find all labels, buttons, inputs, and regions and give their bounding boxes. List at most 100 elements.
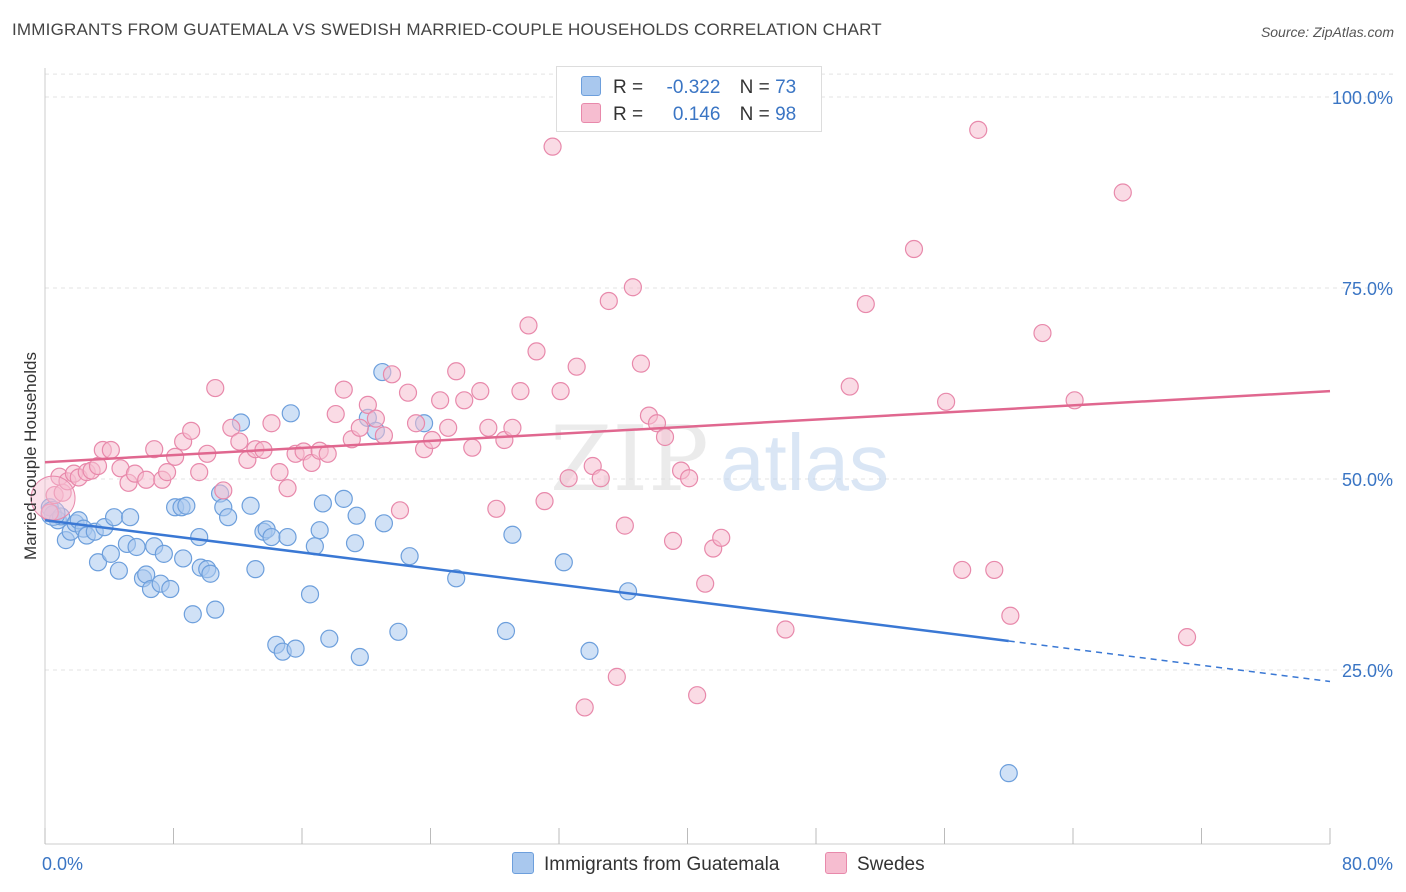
legend-label: Immigrants from Guatemala	[544, 854, 780, 875]
point-swedes	[270, 463, 289, 482]
point-guatemala	[161, 579, 180, 599]
point-swedes	[615, 516, 634, 535]
point-guatemala	[219, 508, 238, 527]
point-guatemala	[88, 553, 108, 572]
point-swedes	[519, 316, 538, 335]
tick-labels: 0.0% 80.0% 25.0% 50.0% 75.0% 100.0%	[42, 88, 1393, 874]
legend-swatch-pink	[581, 103, 601, 123]
point-guatemala	[320, 629, 339, 648]
x-tick-label: 0.0%	[42, 854, 83, 874]
y-tick-label: 50.0%	[1342, 470, 1393, 490]
point-swedes	[1177, 628, 1197, 647]
trend-line-swedes	[44, 389, 1331, 464]
point-swedes	[712, 528, 731, 547]
legend-row-guatemala: R = -0.322 N = 73	[581, 76, 796, 99]
point-swedes	[190, 463, 209, 482]
point-swedes	[278, 479, 297, 498]
point-swedes	[358, 395, 377, 414]
point-guatemala	[310, 521, 329, 540]
legend-r-label: R =	[613, 104, 644, 125]
point-swedes	[567, 357, 586, 376]
point-swedes	[551, 382, 570, 401]
y-tick-label: 25.0%	[1342, 661, 1393, 681]
x-tick-label: 80.0%	[1342, 854, 1393, 874]
point-guatemala	[554, 553, 573, 572]
point-swedes	[688, 686, 707, 705]
point-guatemala	[278, 527, 297, 547]
gridlines	[45, 73, 1395, 671]
point-swedes	[1033, 323, 1052, 343]
legend-swatch-pink	[825, 852, 847, 874]
legend-r-value: 0.146	[672, 104, 721, 125]
point-guatemala	[104, 508, 124, 527]
point-swedes	[1001, 606, 1020, 625]
point-swedes	[663, 531, 683, 550]
point-swedes	[655, 427, 675, 447]
legend-item-swedes[interactable]: Swedes	[825, 852, 925, 876]
legend-swatch-blue	[581, 76, 601, 96]
watermark-atlas: atlas	[720, 418, 889, 507]
point-swedes	[326, 404, 345, 424]
point-swedes	[575, 698, 594, 717]
point-swedes	[487, 499, 506, 518]
point-swedes	[157, 463, 177, 482]
point-swedes	[680, 469, 699, 488]
point-guatemala	[177, 496, 196, 515]
legend-item-guatemala[interactable]: Immigrants from Guatemala	[512, 852, 779, 876]
point-swedes	[840, 377, 859, 396]
point-swedes	[953, 560, 972, 580]
point-guatemala	[345, 534, 365, 553]
legend-r-label: R =	[613, 77, 644, 98]
point-swedes	[599, 291, 618, 311]
trend-lines	[44, 389, 1331, 683]
point-swedes	[374, 426, 394, 445]
legend-n-label: N =	[739, 77, 770, 98]
point-swedes	[623, 278, 642, 297]
point-guatemala	[300, 585, 320, 604]
point-swedes	[447, 362, 466, 381]
source-credit: Source: ZipAtlas.com	[1260, 24, 1394, 40]
point-guatemala	[127, 537, 146, 557]
point-guatemala	[389, 622, 408, 641]
watermark: ZIP atlas	[550, 407, 889, 512]
point-guatemala	[281, 404, 300, 423]
point-swedes	[511, 382, 530, 401]
legend-label: Swedes	[857, 854, 925, 875]
point-swedes	[463, 438, 482, 457]
y-tick-label: 75.0%	[1342, 279, 1393, 299]
point-swedes	[439, 418, 458, 437]
y-axis-label: Married-couple Households	[21, 352, 40, 560]
series-swedes-points	[30, 82, 1197, 717]
point-swedes	[431, 391, 450, 410]
y-tick-label: 100.0%	[1332, 88, 1393, 108]
point-swedes	[101, 440, 120, 460]
point-guatemala	[246, 560, 265, 579]
point-guatemala	[174, 549, 193, 568]
point-swedes	[776, 620, 795, 639]
trend-line-guatemala	[44, 519, 1009, 643]
legend-n-value: 98	[775, 104, 797, 125]
point-swedes	[479, 418, 498, 437]
point-swedes	[559, 469, 578, 488]
point-swedes	[214, 481, 233, 500]
point-guatemala	[190, 527, 209, 547]
point-guatemala	[286, 639, 305, 658]
point-swedes	[350, 418, 369, 437]
point-swedes	[985, 560, 1004, 580]
correlation-legend: R = -0.322 N = 73 R = 0.146 N = 98	[556, 66, 822, 132]
point-swedes	[318, 444, 337, 463]
point-swedes	[471, 382, 490, 401]
point-swedes	[696, 574, 715, 593]
point-guatemala	[121, 508, 140, 527]
point-swedes	[182, 421, 201, 440]
point-guatemala	[580, 641, 599, 661]
point-swedes	[856, 294, 875, 314]
legend-row-swedes: R = 0.146 N = 98	[581, 103, 796, 126]
point-swedes	[527, 342, 546, 361]
point-guatemala	[350, 647, 369, 667]
point-swedes	[166, 447, 185, 466]
point-swedes	[591, 469, 610, 488]
point-swedes	[937, 392, 956, 411]
point-swedes	[206, 378, 225, 398]
